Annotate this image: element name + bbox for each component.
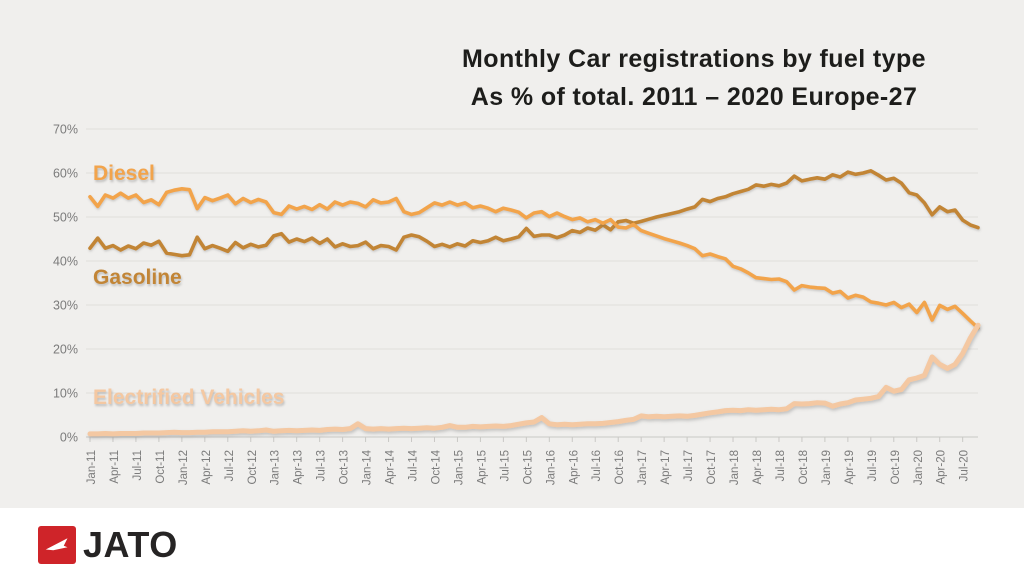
- chart-title-line1: Monthly Car registrations by fuel type: [462, 45, 926, 73]
- y-axis-tick-label: 10%: [53, 387, 78, 401]
- x-axis-tick-label: Jan-15: [453, 450, 465, 485]
- series-label-gasoline: Gasoline: [93, 266, 182, 289]
- fuel-share-line-chart: 0% 10% 20% 30% 40% 50% 60% 70% Jan-11 Apr-11 Jul-1…: [53, 123, 981, 485]
- x-axis-tick-label: Jan-13: [270, 450, 282, 485]
- x-axis-tick-label: Jan-18: [729, 450, 741, 485]
- chart-panel: Monthly Car registrations by fuel type A…: [0, 0, 1024, 508]
- x-axis-tick-label: Oct-19: [890, 450, 902, 485]
- page-title: Monthly Car registrations by fuel type A…: [380, 40, 1008, 116]
- x-axis-tick-label: Apr-15: [476, 450, 488, 485]
- chart-title-line2: As % of total. 2011 – 2020 Europe-27: [470, 83, 918, 111]
- x-axis-tick-label: Apr-17: [660, 450, 672, 485]
- x-axis-tick-label: Jul-13: [316, 450, 328, 481]
- x-axis-tick-label: Jul-17: [683, 450, 695, 481]
- y-axis-tick-label: 30%: [53, 299, 78, 313]
- y-axis-tick-label: 20%: [53, 343, 78, 357]
- x-axis-tick-label: Jul-12: [224, 450, 236, 481]
- x-axis-tick-label: Jan-20: [913, 450, 925, 485]
- series-line-diesel: [88, 187, 980, 330]
- series-label-diesel: Diesel: [93, 162, 155, 185]
- x-axis-tick-label: Jul-14: [408, 449, 420, 481]
- x-axis-tick-label: Jan-11: [86, 450, 98, 484]
- x-axis-tick-label: Jul-20: [959, 450, 971, 481]
- jato-arrow-icon: [38, 526, 76, 564]
- x-axis-tick-label: Jan-19: [821, 450, 833, 485]
- x-axis-tick-label: Oct-14: [430, 449, 442, 484]
- x-axis-tick-label: Apr-11: [109, 450, 121, 484]
- x-axis-tick-label: Oct-15: [522, 450, 534, 485]
- x-axis-tick-label: Oct-13: [339, 450, 351, 485]
- footer-bar: JATO: [0, 508, 1024, 573]
- x-axis-tick-label: Apr-14: [385, 449, 397, 484]
- x-axis-tick-label: Oct-17: [706, 450, 718, 485]
- x-axis-tick-label: Apr-20: [936, 450, 948, 485]
- x-axis-tick-label: Apr-13: [293, 450, 305, 485]
- y-axis-tick-label: 60%: [53, 167, 78, 181]
- brand-name: JATO: [83, 524, 178, 565]
- series-line-gasoline: [88, 169, 980, 258]
- y-axis-tick-label: 40%: [53, 255, 78, 269]
- x-axis-tick-label: Oct-11: [155, 450, 167, 484]
- x-axis-tick-label: Apr-12: [201, 450, 213, 485]
- x-axis-tick-label: Jan-17: [637, 450, 649, 485]
- x-axis-tick-label: Oct-12: [247, 450, 259, 485]
- x-axis-tick-label: Jan-12: [178, 450, 190, 485]
- x-axis-tick-label: Apr-16: [568, 450, 580, 485]
- x-axis-tick-label: Jul-16: [591, 450, 603, 481]
- x-axis-tick-label: Jul-15: [499, 450, 511, 481]
- x-axis-tick-label: Jan-16: [545, 450, 557, 485]
- y-axis-tick-label: 70%: [53, 123, 78, 137]
- x-axis-tick-label: Jul-18: [775, 450, 787, 481]
- jato-logo: JATO: [38, 525, 178, 565]
- jato-arrow-glyph: [45, 538, 68, 551]
- y-axis-tick-label: 0%: [60, 431, 78, 445]
- x-axis-tick-label: Jan-14: [362, 449, 374, 485]
- x-axis-tick-label: Apr-18: [752, 450, 764, 485]
- y-axis-tick-label: 50%: [53, 211, 78, 225]
- x-axis-tick-label: Jul-19: [867, 450, 879, 481]
- x-axis-tick-label: Oct-16: [614, 450, 626, 485]
- x-axis-tick-label: Oct-18: [798, 450, 810, 485]
- x-axis-tick-label: Jul-11: [132, 450, 144, 480]
- x-axis-tick-label: Apr-19: [844, 450, 856, 485]
- series-label-electrified-vehicles: Electrified Vehicles: [93, 386, 285, 409]
- series-line-electrified-vehicles: [87, 322, 981, 437]
